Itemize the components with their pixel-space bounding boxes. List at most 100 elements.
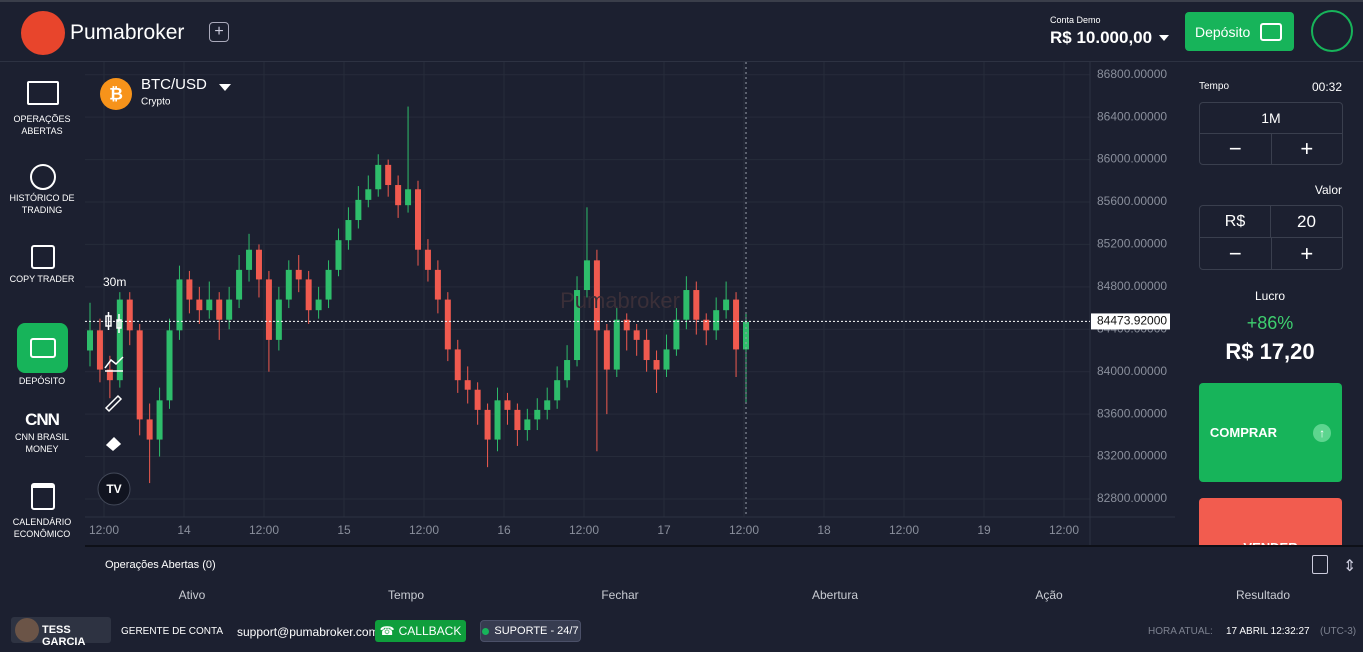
column-header: Ativo [178, 588, 206, 602]
candle-body [335, 240, 342, 270]
candle-body [504, 400, 511, 410]
phone-icon: ☎ [379, 624, 395, 638]
y-tick-label: 86400.00000 [1097, 109, 1167, 123]
add-tab[interactable]: + [209, 22, 229, 42]
candle-body [484, 409, 491, 440]
resize-icon[interactable]: ⇕ [1343, 558, 1357, 575]
candle-body [385, 164, 392, 186]
nav-calendar[interactable]: CALENDÁRIO ECONÔMICO [12, 517, 72, 539]
buy-button[interactable]: COMPRAR ↑ [1199, 383, 1342, 482]
candle-body [305, 279, 312, 311]
y-tick-label: 82800.00000 [1097, 491, 1167, 505]
candle-body [544, 400, 551, 410]
nav-history[interactable]: HISTÓRICO DE TRADING [9, 193, 75, 215]
balance[interactable]: R$ 10.000,00 [1050, 28, 1153, 47]
y-tick-label: 86800.00000 [1097, 67, 1167, 81]
candle-body [216, 299, 223, 320]
amount[interactable]: 20 [1297, 212, 1316, 231]
candle-body [424, 249, 431, 270]
nav-cnn[interactable]: CNN BRASIL MONEY [14, 432, 69, 454]
column-header: Resultado [1235, 588, 1291, 602]
current-price-label: 84473.92000 [1097, 314, 1167, 328]
current-price-tag [1091, 313, 1170, 330]
icon-calendar[interactable] [31, 483, 55, 510]
x-tick-label: 12:00 [729, 523, 759, 537]
icon-history[interactable] [30, 164, 56, 190]
x-tick-label: 17 [657, 523, 671, 537]
manager-role: GERENTE DE CONTA [121, 626, 224, 637]
x-tick-label: 15 [337, 523, 351, 537]
icon-copy[interactable] [31, 245, 55, 269]
duration[interactable]: 1M [1200, 103, 1342, 134]
header [0, 0, 1363, 62]
candle-body [126, 299, 133, 331]
column-header: Abertura [811, 588, 859, 602]
time-label-footer: HORA ATUAL: [1148, 626, 1213, 637]
support-text: SUPORTE - 24/7 [494, 625, 579, 637]
candles [87, 106, 749, 484]
nav-deposit[interactable]: DEPÓSITO [18, 376, 66, 386]
candle-body [116, 299, 123, 381]
candle-body [325, 269, 332, 300]
candle-body [236, 269, 243, 300]
candle-body [474, 389, 481, 410]
candle-body [603, 330, 610, 370]
candle-body [196, 299, 203, 311]
logo [21, 11, 65, 55]
candle-body [395, 185, 402, 206]
candle-body [623, 319, 630, 331]
candle-body [146, 419, 153, 440]
footer [0, 612, 1363, 652]
candle-body [733, 299, 740, 350]
icon-deposit[interactable] [17, 323, 68, 373]
interval[interactable]: 30m [103, 275, 126, 289]
candle-body [564, 360, 571, 381]
callback-button[interactable]: ☎ CALLBACK [375, 620, 466, 642]
duration-plus[interactable]: + [1300, 136, 1314, 161]
time-value: 00:32 [1311, 80, 1342, 94]
amount-minus[interactable]: − [1200, 238, 1272, 269]
y-tick-label: 84800.00000 [1097, 279, 1167, 293]
report-icon[interactable] [1312, 555, 1328, 574]
email[interactable]: support@pumabroker.com [237, 625, 379, 639]
asset-dropdown[interactable] [219, 84, 231, 91]
profit-pct: +86% [1246, 313, 1294, 333]
support-button[interactable]: SUPORTE - 24/7 [480, 620, 581, 642]
candle-body [355, 199, 362, 221]
online-dot [482, 627, 490, 635]
candle-body [673, 319, 680, 350]
candle-body [166, 330, 173, 401]
candle-body [593, 260, 600, 331]
candle-body [574, 290, 581, 361]
manager-name: TESS GARCIA [42, 624, 86, 648]
candle-body [693, 290, 700, 320]
balance-dropdown[interactable] [1159, 35, 1169, 41]
duration-minus[interactable]: − [1200, 134, 1272, 164]
x-tick-label: 12:00 [89, 523, 119, 537]
candle-body [365, 189, 372, 200]
candle-body [713, 310, 720, 331]
candle-body [454, 349, 461, 381]
candle-body [514, 409, 521, 431]
candle-body [653, 360, 660, 370]
column-header: Tempo [387, 588, 425, 602]
y-tick-label: 86000.00000 [1097, 152, 1167, 166]
tv-logo[interactable] [97, 472, 131, 506]
asset-name[interactable]: BTC/USD [141, 76, 207, 93]
avatar[interactable] [1311, 10, 1353, 52]
deposit-button[interactable]: Depósito [1185, 12, 1294, 51]
x-tick-label: 12:00 [889, 523, 919, 537]
account-label: Conta Demo [1050, 15, 1101, 25]
nav-copy[interactable]: COPY TRADER [9, 274, 75, 284]
sell-button[interactable]: VENDER [1199, 498, 1342, 547]
candle-body [534, 409, 541, 420]
x-tick-label: 14 [177, 523, 191, 537]
buy-arrow: ↑ [1313, 423, 1332, 442]
timezone: (UTC-3) [1320, 626, 1357, 637]
icon-operations[interactable] [27, 81, 59, 105]
nav-operations[interactable]: OPERAÇÕES ABERTAS [13, 114, 71, 136]
amount-plus[interactable]: + [1300, 241, 1314, 266]
cnn-logo[interactable]: CNN [25, 410, 60, 429]
candle-body [226, 299, 233, 320]
candle-body [206, 299, 213, 311]
